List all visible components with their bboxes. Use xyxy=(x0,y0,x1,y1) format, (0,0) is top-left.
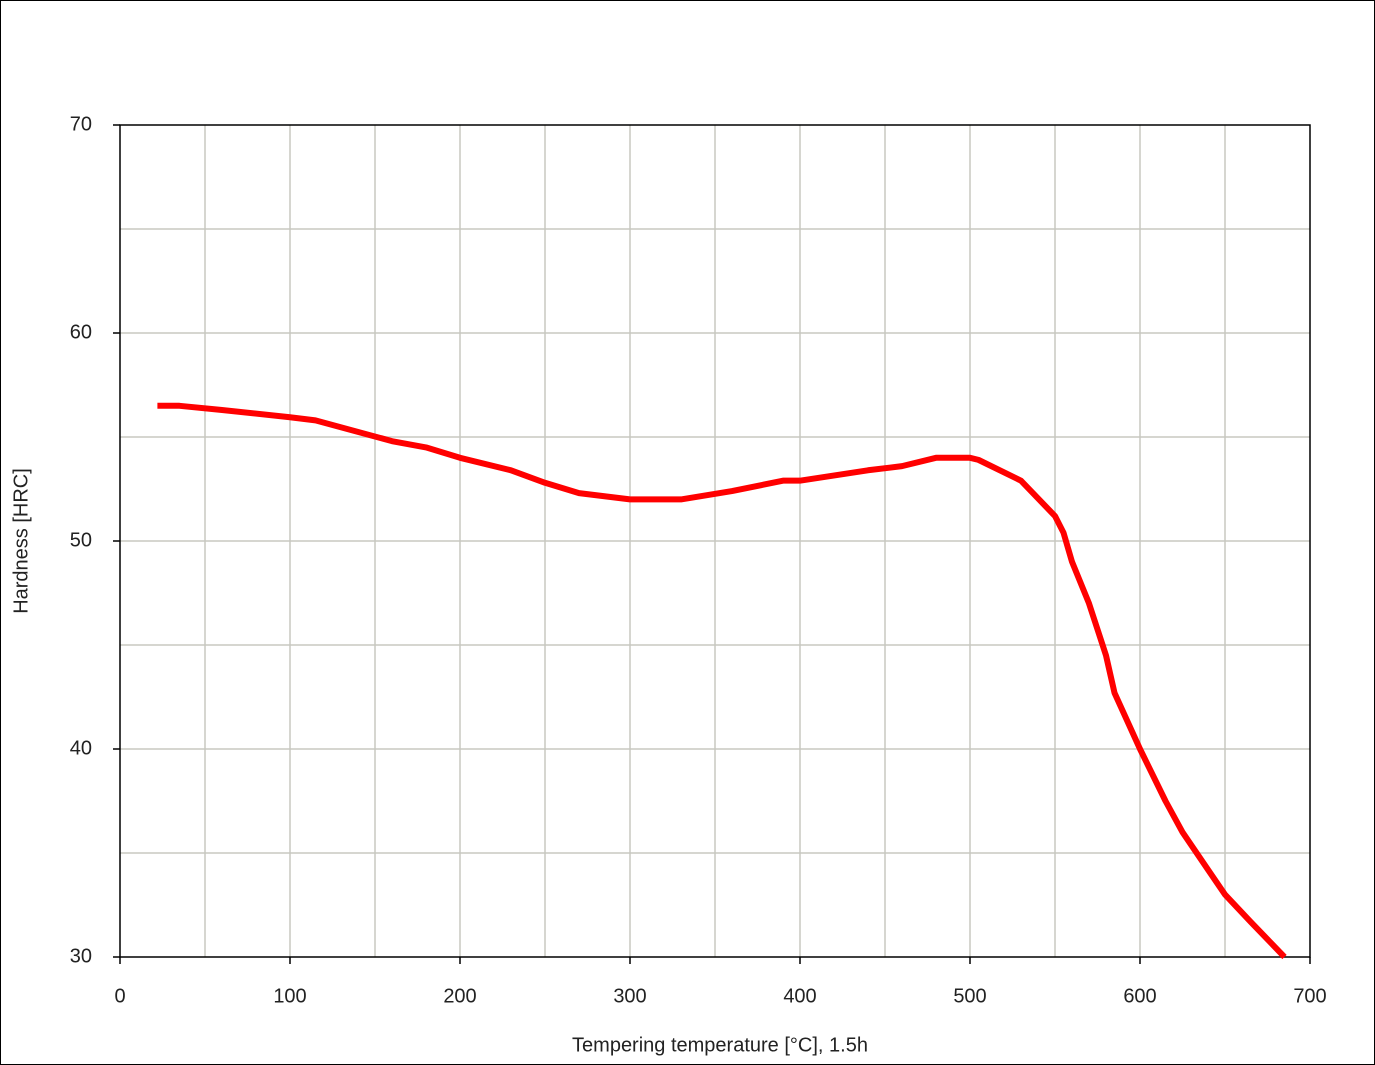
y-tick-label: 70 xyxy=(70,113,92,135)
y-tick-label: 30 xyxy=(70,945,92,967)
y-axis-label: Hardness [HRC] xyxy=(10,468,32,614)
x-tick-label: 100 xyxy=(273,985,306,1007)
x-axis-label: Tempering temperature [°C], 1.5h xyxy=(572,1034,868,1056)
x-tick-label: 200 xyxy=(443,985,476,1007)
x-tick-label: 400 xyxy=(783,985,816,1007)
x-tick-label: 300 xyxy=(613,985,646,1007)
y-tick-label: 60 xyxy=(70,321,92,343)
x-tick-label: 0 xyxy=(114,985,125,1007)
x-tick-label: 700 xyxy=(1293,985,1326,1007)
y-tick-label: 40 xyxy=(70,737,92,759)
x-tick-label: 600 xyxy=(1123,985,1156,1007)
x-tick-label: 500 xyxy=(953,985,986,1007)
y-tick-label: 50 xyxy=(70,529,92,551)
data-line xyxy=(157,402,1287,960)
